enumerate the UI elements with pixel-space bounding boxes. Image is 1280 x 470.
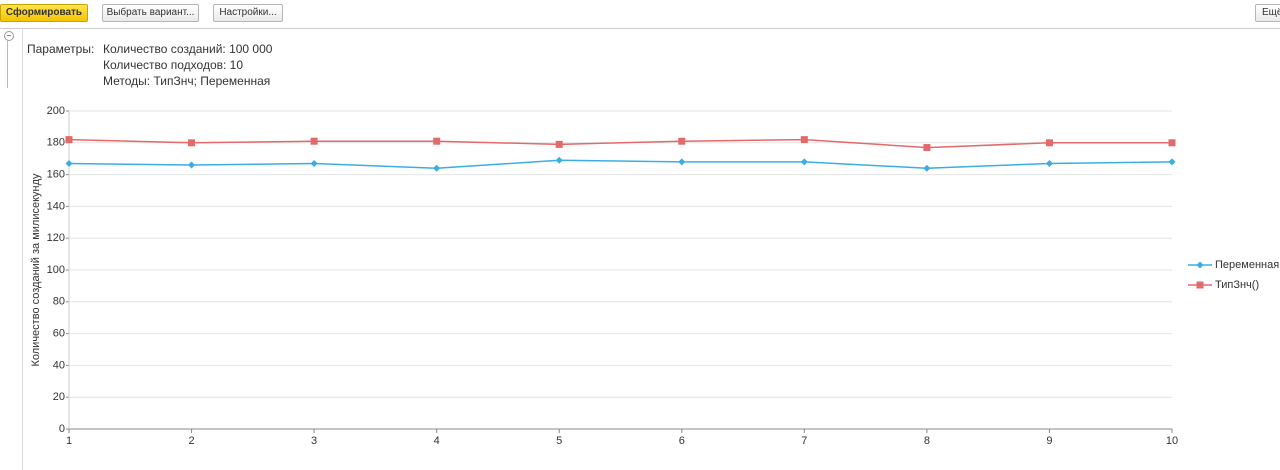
x-tick-label: 9 bbox=[1046, 435, 1052, 447]
y-axis-title: Количество созданий за милисекунду bbox=[30, 173, 42, 367]
toolbar-divider bbox=[0, 28, 1280, 29]
legend-label: Переменная bbox=[1215, 259, 1279, 271]
settings-button[interactable]: Настройки... bbox=[213, 4, 283, 22]
point bbox=[433, 164, 441, 172]
point bbox=[65, 136, 73, 144]
legend-marker bbox=[1196, 281, 1204, 289]
legend-label: ТипЗнч() bbox=[1215, 279, 1259, 291]
x-tick-label: 10 bbox=[1166, 435, 1178, 447]
y-tick-label: 180 bbox=[47, 137, 65, 149]
point bbox=[65, 159, 73, 167]
point bbox=[678, 158, 686, 166]
y-tick-label: 40 bbox=[53, 359, 65, 371]
side-divider bbox=[22, 29, 23, 470]
choose-variant-button[interactable]: Выбрать вариант... bbox=[102, 4, 199, 22]
x-tick-label: 7 bbox=[801, 435, 807, 447]
point bbox=[433, 137, 441, 145]
point bbox=[310, 137, 318, 145]
x-tick-label: 2 bbox=[188, 435, 194, 447]
parameter-line: Методы: ТипЗнч; Переменная bbox=[103, 74, 271, 88]
x-tick-label: 5 bbox=[556, 435, 562, 447]
point bbox=[923, 164, 931, 172]
point bbox=[800, 158, 808, 166]
series-line bbox=[68, 159, 1173, 169]
point bbox=[555, 140, 563, 148]
point bbox=[1168, 158, 1176, 166]
series-line bbox=[68, 138, 1172, 149]
parameters-label: Параметры: bbox=[27, 42, 95, 56]
point bbox=[800, 136, 808, 144]
collapse-toggle[interactable]: − bbox=[4, 31, 14, 41]
more-button[interactable]: Ещё bbox=[1255, 4, 1280, 22]
y-tick-label: 80 bbox=[53, 296, 65, 308]
legend-marker bbox=[1196, 261, 1204, 269]
y-tick-label: 160 bbox=[47, 169, 65, 181]
x-tick-label: 6 bbox=[679, 435, 685, 447]
y-tick-label: 20 bbox=[53, 391, 65, 403]
collapse-bar bbox=[7, 40, 8, 88]
generate-button[interactable]: Сформировать bbox=[0, 4, 88, 22]
point bbox=[1045, 139, 1053, 147]
point bbox=[923, 144, 931, 152]
y-tick-label: 0 bbox=[59, 423, 65, 435]
parameter-line: Количество созданий: 100 000 bbox=[103, 42, 273, 56]
y-tick-label: 120 bbox=[47, 232, 65, 244]
y-tick-label: 140 bbox=[47, 200, 65, 212]
point bbox=[555, 156, 563, 164]
x-tick-label: 1 bbox=[66, 435, 72, 447]
chart: Количество созданий за милисекунду 0 20 40… bbox=[30, 105, 1279, 447]
point bbox=[1168, 139, 1176, 147]
point bbox=[310, 159, 318, 167]
point bbox=[1045, 159, 1053, 167]
x-tick-label: 8 bbox=[924, 435, 930, 447]
parameter-line: Количество подходов: 10 bbox=[103, 58, 244, 72]
x-tick-label: 4 bbox=[434, 435, 440, 447]
point bbox=[188, 139, 196, 147]
y-tick-label: 60 bbox=[53, 328, 65, 340]
x-tick-label: 3 bbox=[311, 435, 317, 447]
point bbox=[678, 137, 686, 145]
y-tick-label: 200 bbox=[47, 105, 65, 117]
y-tick-label: 100 bbox=[47, 264, 65, 276]
point bbox=[188, 161, 196, 169]
